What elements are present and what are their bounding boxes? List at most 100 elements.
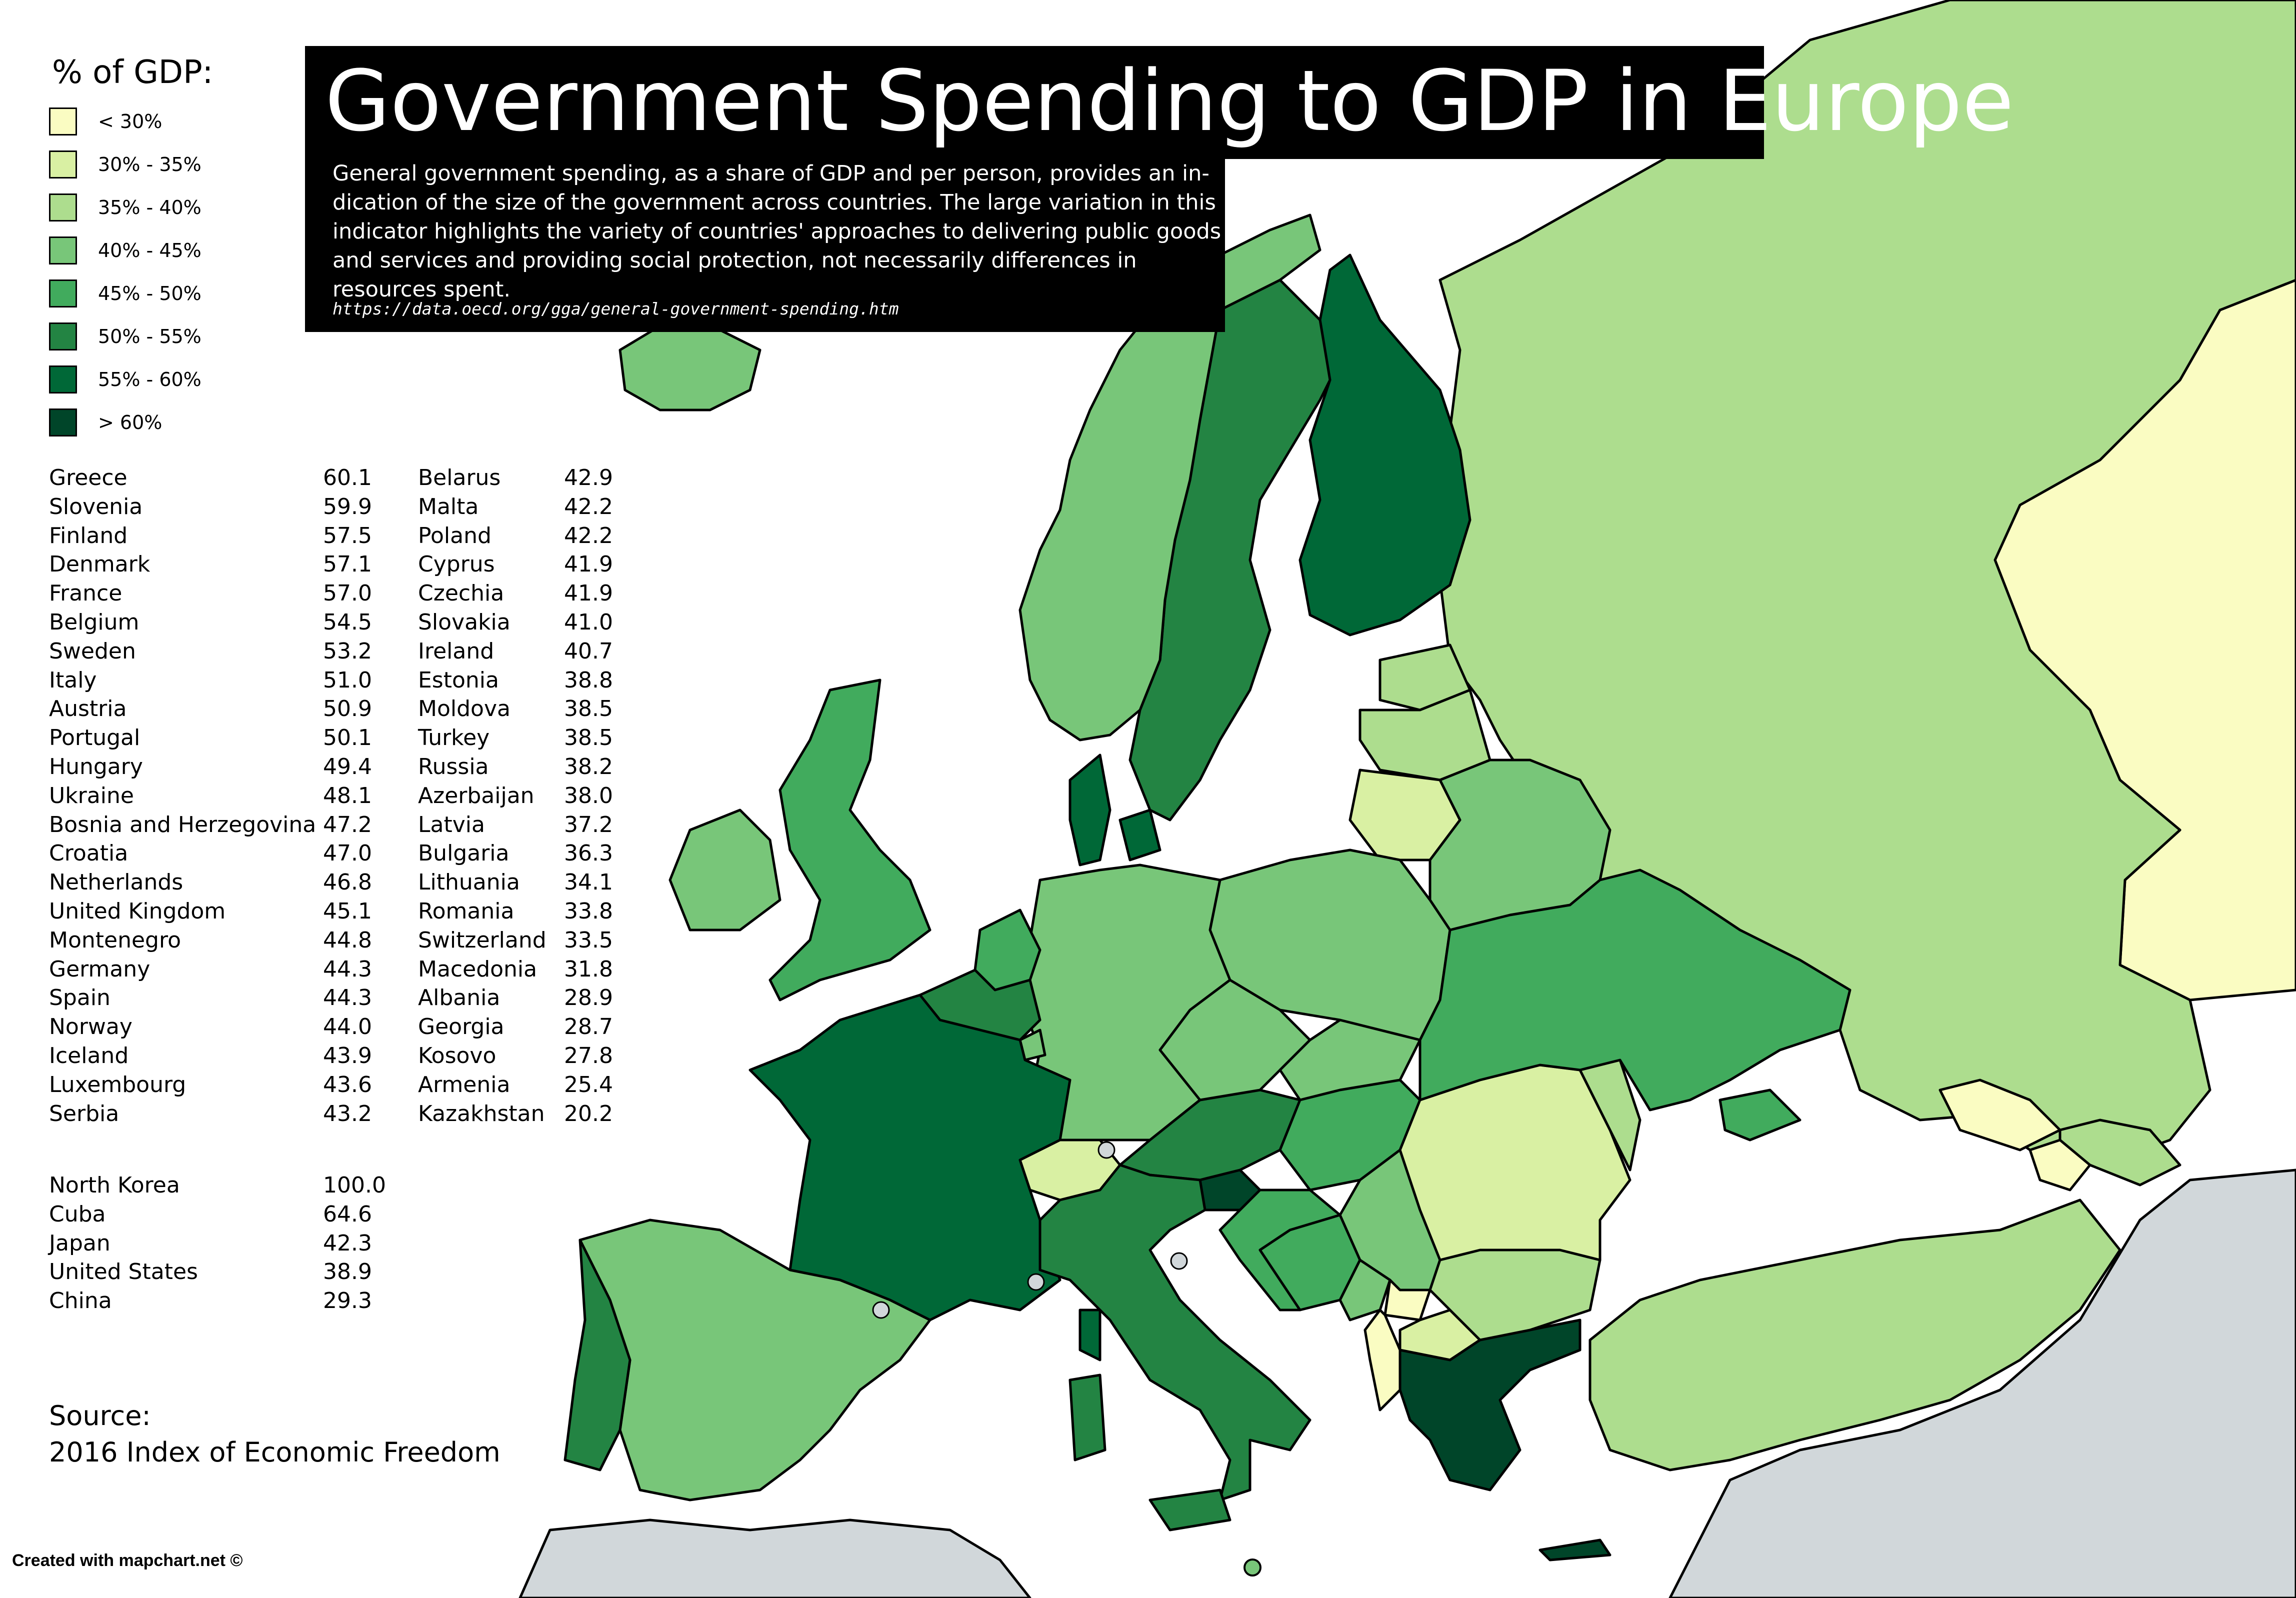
table-country-name: Slovenia (49, 494, 143, 520)
table-country-name: Malta (418, 494, 479, 520)
country-malta[interactable] (1244, 1558, 1262, 1576)
table-country-value: 57.1 (323, 552, 372, 578)
table-country-value: 41.9 (564, 580, 613, 606)
legend-label: > 60% (98, 412, 162, 434)
table-country-value: 25.4 (564, 1072, 613, 1098)
table-country-value: 60.1 (323, 465, 372, 490)
table-country-name: Belgium (49, 610, 140, 635)
table-country-value: 33.8 (564, 898, 613, 924)
table-country-value: 41.0 (564, 610, 613, 635)
legend-label: 40% - 45% (98, 240, 202, 262)
country-ukraine[interactable] (1418, 868, 1852, 1112)
table-country-name: Lithuania (418, 870, 520, 896)
legend-title: % of GDP: (52, 54, 214, 91)
table-country-value: 38.5 (564, 725, 613, 751)
table-country-value: 100.0 (323, 1172, 386, 1198)
table-country-name: Romania (418, 898, 514, 924)
table-country-name: Finland (49, 522, 128, 548)
table-country-name: Japan (49, 1230, 110, 1256)
table-country-value: 45.1 (323, 898, 372, 924)
table-country-value: 31.8 (564, 956, 613, 982)
legend-swatch (49, 408, 77, 436)
country-ireland[interactable] (668, 808, 782, 932)
table-country-value: 64.6 (323, 1201, 372, 1227)
table-country-name: Norway (49, 1014, 132, 1040)
source-url[interactable]: https://data.oecd.org/gga/general-govern… (332, 299, 899, 318)
table-country-name: Armenia (418, 1072, 510, 1098)
country-uk[interactable] (768, 678, 932, 1002)
table-country-name: Luxembourg (49, 1072, 186, 1098)
legend-swatch (49, 108, 77, 136)
table-country-value: 38.9 (323, 1259, 372, 1285)
table-country-value: 42.2 (564, 494, 613, 520)
table-country-value: 38.2 (564, 754, 613, 780)
table-country-name: North Korea (49, 1172, 180, 1198)
table-country-value: 50.1 (323, 725, 372, 751)
legend-swatch (49, 322, 77, 350)
table-country-value: 46.8 (323, 870, 372, 896)
table-country-value: 53.2 (323, 638, 372, 664)
table-country-value: 44.3 (323, 985, 372, 1011)
table-country-value: 44.0 (323, 1014, 372, 1040)
legend-label: 50% - 55% (98, 326, 202, 348)
country-crete[interactable] (1538, 1538, 1612, 1562)
description-box: General government spending, as a share … (305, 159, 1225, 332)
table-country-name: Bulgaria (418, 840, 510, 866)
table-country-name: Serbia (49, 1100, 120, 1126)
country-corsica[interactable] (1078, 1308, 1102, 1362)
table-country-name: Latvia (418, 812, 485, 838)
table-country-name: Iceland (49, 1043, 129, 1068)
credit: Created with mapchart.net © (12, 1551, 243, 1570)
country-turkey[interactable] (1588, 1198, 2122, 1472)
table-country-value: 42.9 (564, 465, 613, 490)
table-country-value: 41.9 (564, 552, 613, 578)
country-denmark-islands[interactable] (1118, 808, 1162, 862)
country-albania[interactable] (1364, 1308, 1402, 1412)
table-country-value: 20.2 (564, 1100, 613, 1126)
title-box: Government Spending to GDP in Europe (305, 46, 2014, 159)
table-country-name: Slovakia (418, 610, 510, 635)
table-country-value: 59.9 (323, 494, 372, 520)
table-country-value: 54.5 (323, 610, 372, 635)
source-label: Source: (49, 1400, 151, 1432)
table-country-name: Hungary (49, 754, 143, 780)
table-country-name: Spain (49, 985, 110, 1011)
country-kosovo[interactable] (1384, 1278, 1432, 1322)
region-north-africa (518, 1518, 1032, 1598)
country-finland[interactable] (1298, 254, 1472, 636)
table-country-value: 28.7 (564, 1014, 613, 1040)
table-country-name: United States (49, 1259, 198, 1285)
legend-swatch (49, 366, 77, 394)
table-country-name: Russia (418, 754, 489, 780)
table-country-value: 43.2 (323, 1100, 372, 1126)
country-montenegro[interactable] (1338, 1258, 1392, 1322)
country-crimea[interactable] (1718, 1088, 1802, 1142)
table-country-value: 44.3 (323, 956, 372, 982)
microstate-san-marino-marker (1170, 1252, 1188, 1270)
table-country-name: Croatia (49, 840, 128, 866)
country-iceland[interactable] (618, 318, 762, 412)
country-sardinia[interactable] (1068, 1374, 1106, 1462)
table-country-value: 38.8 (564, 667, 613, 693)
table-country-name: Italy (49, 667, 97, 693)
legend-label: 35% - 40% (98, 196, 202, 218)
country-azerbaijan[interactable] (2058, 1118, 2182, 1186)
table-country-name: Greece (49, 465, 128, 490)
country-sicily[interactable] (1148, 1488, 1232, 1532)
table-country-name: Austria (49, 696, 127, 722)
country-portugal[interactable] (564, 1238, 632, 1472)
table-country-name: Estonia (418, 667, 499, 693)
country-italy[interactable] (1038, 1164, 1312, 1502)
country-greece[interactable] (1398, 1318, 1582, 1492)
microstate-liechtenstein-marker (1098, 1141, 1116, 1159)
country-france[interactable] (748, 994, 1072, 1322)
table-country-value: 49.4 (323, 754, 372, 780)
country-denmark[interactable] (1068, 754, 1112, 866)
region-middle-east (1668, 1168, 2296, 1598)
table-country-name: China (49, 1288, 112, 1314)
table-country-value: 38.5 (564, 696, 613, 722)
table-country-value: 48.1 (323, 782, 372, 808)
table-country-value: 42.2 (564, 522, 613, 548)
table-country-value: 27.8 (564, 1043, 613, 1068)
